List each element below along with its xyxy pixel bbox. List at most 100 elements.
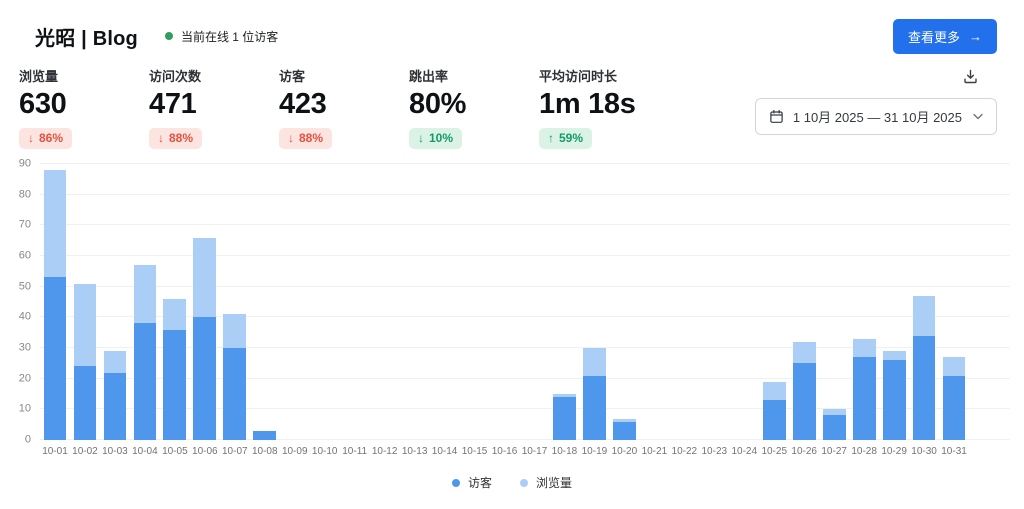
y-axis-tick-label: 10 bbox=[18, 402, 31, 415]
x-axis-tick-label: 10-24 bbox=[731, 446, 758, 457]
bar-group[interactable] bbox=[879, 164, 909, 440]
bar-group[interactable] bbox=[340, 164, 370, 440]
bar-visitors[interactable] bbox=[912, 335, 936, 440]
bar-group[interactable] bbox=[729, 164, 759, 440]
bar-group[interactable] bbox=[789, 164, 819, 440]
legend-item[interactable]: 访客 bbox=[451, 474, 492, 491]
stat-change-value: 59% bbox=[559, 131, 584, 145]
arrow-down-icon: ↓ bbox=[288, 131, 294, 145]
stat-card: 访客 423 ↓ 88% bbox=[279, 66, 409, 149]
bar-visitors[interactable] bbox=[103, 372, 127, 440]
bar-group[interactable] bbox=[190, 164, 220, 440]
x-axis-tick-label: 10-25 bbox=[761, 446, 788, 457]
bar-group[interactable] bbox=[579, 164, 609, 440]
bar-chart: 0 10 20 30 40 50 60 70 80 90 bbox=[19, 158, 1010, 445]
stat-change-value: 88% bbox=[299, 131, 324, 145]
gridline bbox=[40, 347, 1010, 348]
y-axis-tick-label: 80 bbox=[18, 188, 31, 201]
stat-label: 跳出率 bbox=[409, 69, 449, 84]
bar-group[interactable] bbox=[669, 164, 699, 440]
bar-group[interactable] bbox=[40, 164, 70, 440]
gridline bbox=[40, 224, 1010, 226]
bar-group[interactable] bbox=[280, 164, 310, 440]
bar-group[interactable] bbox=[100, 164, 130, 440]
arrow-down-icon: ↓ bbox=[158, 131, 164, 145]
bar-group[interactable] bbox=[130, 164, 160, 440]
online-visitors-badge: 当前在线 1 位访客 bbox=[164, 28, 278, 45]
bar-group[interactable] bbox=[819, 164, 849, 440]
bar-visitors[interactable] bbox=[762, 400, 786, 440]
bar-visitors[interactable] bbox=[253, 430, 277, 440]
stat-card: 跳出率 80% ↓ 10% bbox=[409, 66, 539, 149]
bar-group[interactable] bbox=[430, 164, 460, 440]
gridline bbox=[40, 163, 1010, 164]
view-more-button[interactable]: 查看更多 → bbox=[892, 18, 997, 54]
bar-visitors[interactable] bbox=[613, 421, 636, 440]
bar-visitors[interactable] bbox=[822, 415, 846, 440]
bar-visitors[interactable] bbox=[882, 360, 906, 440]
x-axis-tick-label: 10-17 bbox=[521, 446, 548, 457]
bar-visitors[interactable] bbox=[193, 317, 217, 440]
stat-change-value: 10% bbox=[429, 131, 454, 145]
y-axis-tick-label: 20 bbox=[18, 372, 31, 385]
bar-group[interactable] bbox=[460, 164, 490, 440]
bar-group[interactable] bbox=[939, 164, 969, 440]
bar-visitors[interactable] bbox=[43, 277, 67, 440]
date-range-picker[interactable]: 1 10月 2025 — 31 10月 2025 bbox=[754, 98, 997, 135]
download-icon bbox=[962, 68, 979, 85]
y-axis-tick-label: 60 bbox=[18, 249, 31, 262]
x-axis-tick-label: 10-22 bbox=[671, 446, 698, 457]
bar-group[interactable] bbox=[609, 164, 639, 440]
x-axis-tick-label: 10-04 bbox=[132, 446, 158, 457]
bar-group[interactable] bbox=[909, 164, 939, 440]
x-axis-tick-label: 10-01 bbox=[42, 446, 68, 457]
x-axis-tick-label: 10-12 bbox=[371, 446, 398, 457]
download-button[interactable] bbox=[962, 68, 979, 85]
bar-group[interactable] bbox=[699, 164, 729, 440]
x-axis-tick-label: 10-28 bbox=[851, 446, 877, 457]
x-axis-tick-label: 10-23 bbox=[701, 446, 728, 457]
bar-visitors[interactable] bbox=[223, 348, 247, 440]
bar-group[interactable] bbox=[220, 164, 250, 440]
bar-visitors[interactable] bbox=[163, 329, 187, 440]
stat-change-badge: ↓ 88% bbox=[279, 128, 333, 149]
x-axis-tick-label: 10-11 bbox=[342, 446, 368, 457]
bar-group[interactable] bbox=[70, 164, 100, 440]
x-axis-tick-label: 10-14 bbox=[431, 446, 458, 457]
bar-group[interactable] bbox=[310, 164, 340, 440]
gridline bbox=[40, 193, 1010, 195]
bar-group[interactable] bbox=[250, 164, 280, 440]
x-axis-tick-label: 10-10 bbox=[311, 446, 338, 457]
x-axis-tick-label: 10-06 bbox=[192, 446, 218, 457]
bar-group[interactable] bbox=[160, 164, 190, 440]
bar-group[interactable] bbox=[370, 164, 400, 440]
stat-change-badge: ↓ 88% bbox=[149, 128, 203, 149]
x-axis-tick-label: 10-29 bbox=[881, 446, 907, 457]
bar-visitors[interactable] bbox=[852, 357, 876, 440]
bar-visitors[interactable] bbox=[942, 375, 966, 440]
stat-value: 80% bbox=[409, 88, 467, 120]
bar-group[interactable] bbox=[759, 164, 789, 440]
bar-visitors[interactable] bbox=[133, 323, 157, 440]
stat-label: 平均访问时长 bbox=[539, 69, 618, 84]
x-axis-labels: 10-01 10-02 10-03 10-04 10-05 10-06 10-07 10-08… bbox=[40, 446, 969, 457]
stat-change-badge: ↓ 10% bbox=[409, 128, 463, 149]
bar-visitors[interactable] bbox=[73, 366, 97, 440]
bar-group[interactable] bbox=[639, 164, 669, 440]
legend-item[interactable]: 浏览量 bbox=[520, 474, 572, 491]
bar-group[interactable] bbox=[490, 164, 520, 440]
bar-visitors[interactable] bbox=[553, 397, 576, 440]
bar-visitors[interactable] bbox=[583, 375, 606, 440]
bar-group[interactable] bbox=[520, 164, 550, 440]
chart-legend: 访客 浏览量 bbox=[0, 474, 1024, 491]
stat-label: 访问次数 bbox=[149, 69, 202, 84]
bar-group[interactable] bbox=[549, 164, 579, 440]
arrow-right-icon: → bbox=[969, 28, 982, 44]
bar-visitors[interactable] bbox=[792, 363, 816, 440]
stat-change-value: 88% bbox=[169, 131, 194, 145]
x-axis-tick-label: 10-09 bbox=[281, 446, 308, 457]
bar-group[interactable] bbox=[849, 164, 879, 440]
bar-slots bbox=[40, 164, 969, 440]
gridline bbox=[40, 408, 1010, 410]
bar-group[interactable] bbox=[400, 164, 430, 440]
